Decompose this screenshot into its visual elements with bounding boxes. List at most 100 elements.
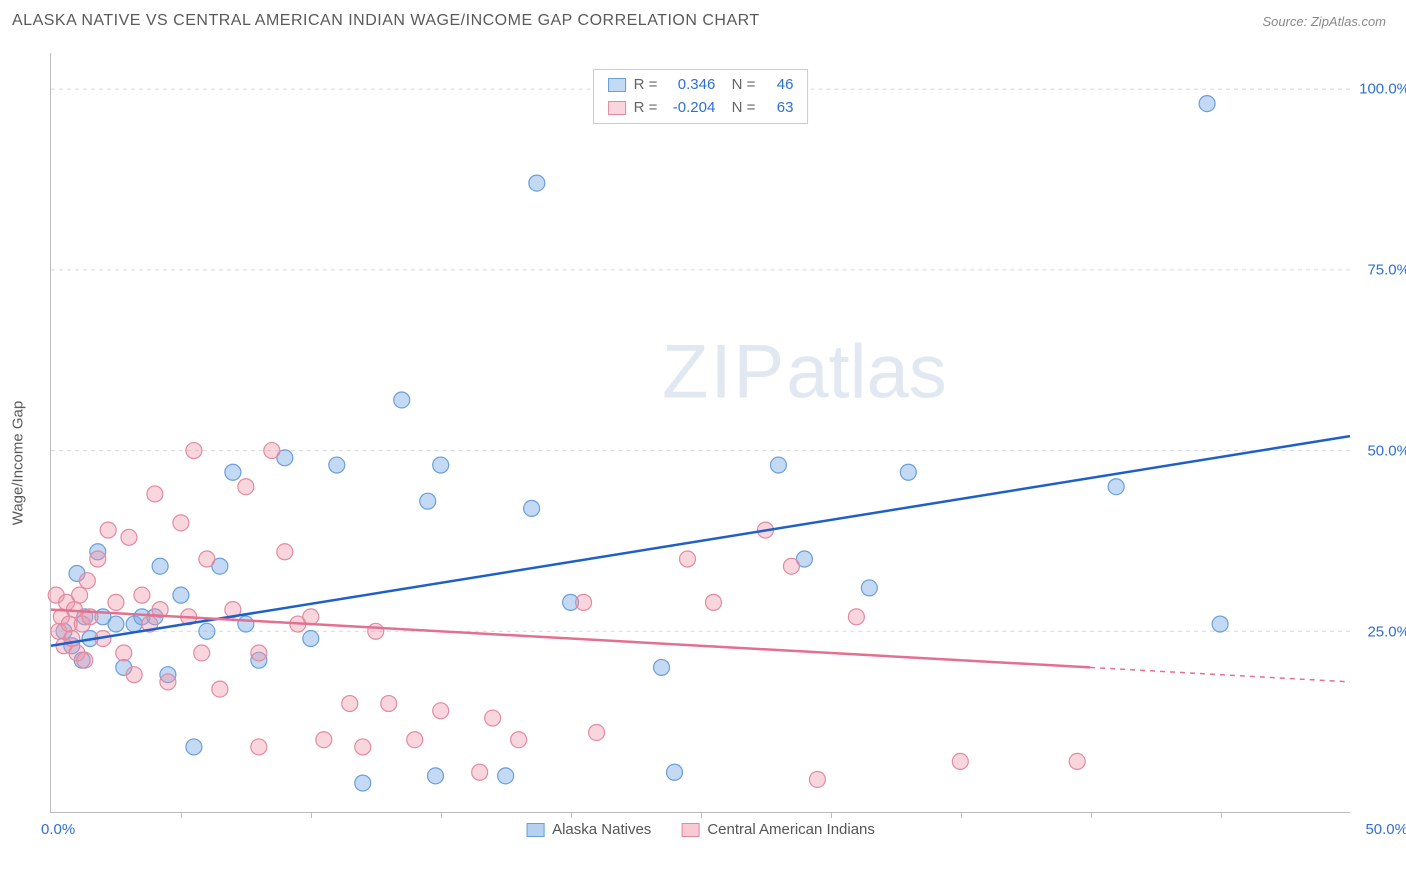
data-point — [1212, 616, 1228, 632]
x-tick — [311, 812, 312, 818]
data-point — [264, 443, 280, 459]
data-point — [173, 587, 189, 603]
data-point — [511, 732, 527, 748]
data-point — [428, 768, 444, 784]
data-point — [238, 616, 254, 632]
data-point — [420, 493, 436, 509]
legend-swatch — [608, 78, 626, 92]
data-point — [783, 558, 799, 574]
data-point — [529, 175, 545, 191]
r-value: 0.346 — [665, 74, 715, 97]
x-axis-max-label: 50.0% — [1365, 821, 1406, 838]
data-point — [126, 667, 142, 683]
data-point — [589, 724, 605, 740]
data-point — [654, 659, 670, 675]
data-point — [212, 681, 228, 697]
data-point — [368, 623, 384, 639]
data-point — [381, 696, 397, 712]
data-point — [952, 753, 968, 769]
x-tick — [1221, 812, 1222, 818]
legend-swatch — [681, 823, 699, 837]
stats-row: R =-0.204 N =63 — [608, 97, 794, 120]
chart-title: ALASKA NATIVE VS CENTRAL AMERICAN INDIAN… — [12, 12, 760, 30]
data-point — [355, 775, 371, 791]
data-point — [861, 580, 877, 596]
data-point — [524, 500, 540, 516]
trend-line — [51, 436, 1350, 646]
x-axis-origin-label: 0.0% — [41, 821, 75, 838]
n-value: 63 — [763, 97, 793, 120]
x-tick — [441, 812, 442, 818]
legend-swatch — [608, 101, 626, 115]
data-point — [329, 457, 345, 473]
data-point — [72, 587, 88, 603]
data-point — [186, 443, 202, 459]
data-point — [770, 457, 786, 473]
data-point — [303, 631, 319, 647]
data-point — [485, 710, 501, 726]
data-point — [667, 764, 683, 780]
data-point — [498, 768, 514, 784]
x-tick — [1091, 812, 1092, 818]
data-point — [303, 609, 319, 625]
data-point — [238, 479, 254, 495]
data-point — [1199, 96, 1215, 112]
n-label: N = — [723, 74, 755, 97]
data-point — [1069, 753, 1085, 769]
data-point — [77, 652, 93, 668]
data-point — [121, 529, 137, 545]
data-point — [186, 739, 202, 755]
data-point — [342, 696, 358, 712]
trend-line-extension — [1090, 667, 1350, 681]
data-point — [116, 645, 132, 661]
y-tick-label: 50.0% — [1355, 443, 1406, 460]
data-point — [394, 392, 410, 408]
data-point — [225, 464, 241, 480]
data-point — [160, 674, 176, 690]
r-value: -0.204 — [665, 97, 715, 120]
bottom-legend: Alaska NativesCentral American Indians — [526, 821, 875, 838]
data-point — [576, 594, 592, 610]
r-label: R = — [634, 74, 658, 97]
r-label: R = — [634, 97, 658, 120]
data-point — [900, 464, 916, 480]
data-point — [199, 623, 215, 639]
legend-label: Central American Indians — [707, 821, 875, 838]
data-point — [277, 544, 293, 560]
y-tick-label: 100.0% — [1355, 81, 1406, 98]
data-point — [108, 594, 124, 610]
data-point — [199, 551, 215, 567]
data-point — [433, 457, 449, 473]
x-tick — [701, 812, 702, 818]
stats-row: R = 0.346 N = 46 — [608, 74, 794, 97]
chart-source: Source: ZipAtlas.com — [1262, 14, 1386, 29]
data-point — [134, 587, 150, 603]
data-point — [809, 771, 825, 787]
data-point — [848, 609, 864, 625]
data-point — [433, 703, 449, 719]
y-axis-title: Wage/Income Gap — [10, 401, 27, 526]
data-point — [680, 551, 696, 567]
plot-svg — [51, 53, 1350, 812]
chart-header: ALASKA NATIVE VS CENTRAL AMERICAN INDIAN… — [0, 0, 1406, 38]
data-point — [194, 645, 210, 661]
data-point — [316, 732, 332, 748]
x-tick — [571, 812, 572, 818]
n-value: 46 — [763, 74, 793, 97]
x-tick — [961, 812, 962, 818]
data-point — [152, 558, 168, 574]
legend-item: Central American Indians — [681, 821, 875, 838]
data-point — [407, 732, 423, 748]
data-point — [147, 486, 163, 502]
data-point — [472, 764, 488, 780]
x-tick — [831, 812, 832, 818]
data-point — [251, 645, 267, 661]
y-tick-label: 25.0% — [1355, 624, 1406, 641]
data-point — [79, 573, 95, 589]
chart-container: Wage/Income Gap ZIPatlas 25.0%50.0%75.0%… — [0, 38, 1406, 888]
stats-legend: R = 0.346 N = 46R = -0.204 N = 63 — [593, 69, 809, 124]
x-tick — [181, 812, 182, 818]
data-point — [173, 515, 189, 531]
legend-swatch — [526, 823, 544, 837]
data-point — [251, 739, 267, 755]
